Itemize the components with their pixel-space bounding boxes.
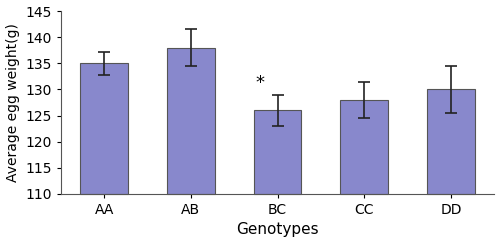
Bar [427, 89, 474, 194]
Y-axis label: Average egg weight(g): Average egg weight(g) [6, 23, 20, 182]
Bar [80, 63, 128, 194]
Text: *: * [256, 74, 264, 92]
Bar [340, 100, 388, 194]
X-axis label: Genotypes: Genotypes [236, 222, 319, 237]
Bar [254, 110, 302, 194]
Bar [167, 48, 214, 194]
